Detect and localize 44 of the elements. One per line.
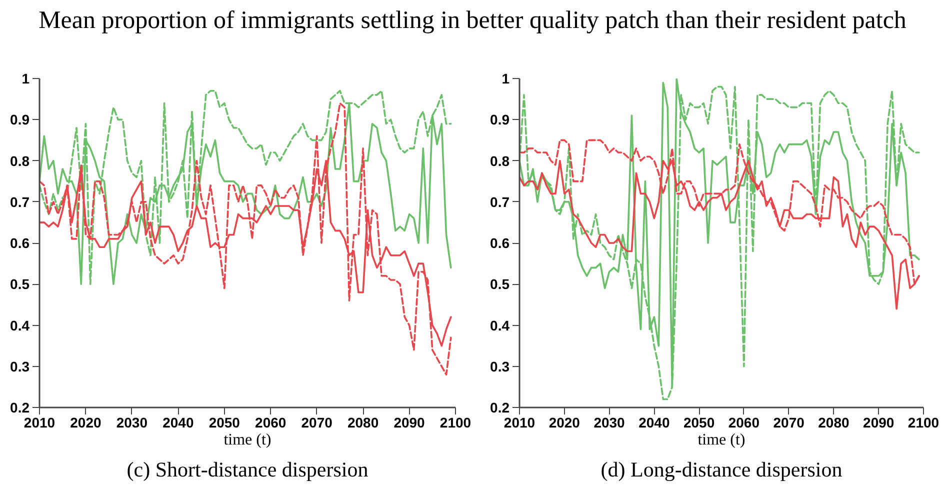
x-tick-label: 2020 — [548, 414, 580, 430]
x-tick-label: 2060 — [728, 414, 760, 430]
y-tick-label: 1 — [502, 70, 510, 86]
x-tick-label: 2030 — [594, 414, 626, 430]
y-tick-label: 0.6 — [490, 235, 510, 251]
x-tick-label: 2050 — [208, 414, 240, 430]
x-tick-label: 2020 — [70, 414, 102, 430]
y-tick-label: 0.7 — [10, 194, 30, 210]
y-tick-label: 0.2 — [10, 400, 30, 416]
y-tick-label: 0.5 — [10, 276, 30, 292]
x-tick-label: 2010 — [504, 414, 536, 430]
x-tick-label: 2030 — [116, 414, 148, 430]
x-tick-label: 2060 — [255, 414, 286, 430]
x-tick-label: 2040 — [638, 414, 670, 430]
y-tick-label: 0.8 — [10, 152, 30, 169]
x-tick-label: 2100 — [440, 414, 472, 430]
x-tick-label: 2010 — [24, 414, 56, 430]
x-axis-title: time (t) — [698, 432, 746, 448]
x-tick-label: 2040 — [162, 414, 194, 430]
x-tick-label: 2090 — [863, 414, 894, 430]
x-tick-label: 2080 — [347, 414, 379, 430]
x-tick-label: 2070 — [773, 414, 805, 430]
y-tick-label: 0.8 — [490, 152, 510, 169]
x-axis-title: time (t) — [224, 432, 272, 448]
x-tick-label: 2080 — [818, 414, 850, 430]
x-tick-label: 2100 — [908, 414, 940, 430]
x-tick-label: 2090 — [394, 414, 426, 430]
x-tick-label: 2050 — [683, 414, 715, 430]
y-tick-label: 0.3 — [10, 358, 30, 374]
y-tick-label: 0.2 — [490, 400, 510, 416]
y-tick-label: 0.3 — [490, 358, 510, 374]
y-tick-label: 0.6 — [10, 235, 30, 251]
y-tick-label: 1 — [22, 70, 30, 86]
x-tick-label: 2070 — [301, 414, 333, 430]
text: (c) Short-distance dispersion — [126, 458, 369, 482]
y-tick-label: 0.4 — [10, 317, 30, 334]
y-tick-label: 0.5 — [490, 276, 510, 292]
line-series — [40, 102, 452, 376]
chart-title: Mean proportion of immigrants settling in better quality patch than their resident patch — [38, 6, 906, 36]
y-tick-label: 0.7 — [490, 194, 510, 210]
y-tick-label: 0.4 — [490, 317, 510, 334]
y-tick-label: 0.9 — [10, 112, 30, 128]
text: (d) Long-distance dispersion — [600, 458, 843, 482]
y-tick-label: 0.9 — [490, 112, 510, 128]
